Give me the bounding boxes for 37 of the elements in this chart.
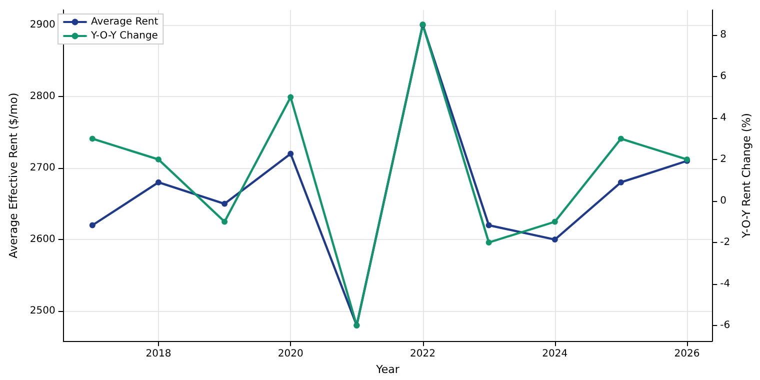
point — [89, 136, 96, 142]
legend-label: Y-O-Y Change — [90, 30, 158, 42]
point — [155, 156, 162, 162]
y-tick-label: 2900 — [30, 20, 56, 31]
y-tick-label: 2800 — [30, 91, 56, 102]
point — [222, 218, 228, 225]
point — [486, 240, 492, 246]
x-tick-label: 2022 — [410, 348, 436, 360]
y2-tick-label: 6 — [720, 70, 727, 82]
y2-tick-label: -2 — [720, 236, 730, 248]
y-axis-title: Average Effective Rent ($/mo) — [7, 92, 20, 258]
point — [89, 222, 96, 228]
y2-tick-label: 8 — [720, 29, 727, 40]
y2-tick-label: -4 — [720, 278, 730, 290]
y2-tick-label: 4 — [720, 112, 727, 124]
y2-tick-label: 2 — [720, 154, 727, 165]
y2-axis-title: Y-O-Y Rent Change (%) — [740, 113, 753, 239]
point — [618, 136, 624, 142]
point — [288, 150, 294, 157]
x-axis-title: Year — [375, 363, 400, 376]
y-tick-label: 2700 — [30, 162, 56, 174]
point — [155, 179, 162, 186]
y2-tick-label: 0 — [720, 195, 727, 206]
point — [222, 200, 228, 207]
legend-label: Average Rent — [91, 16, 158, 28]
x-tick-label: 2024 — [542, 348, 568, 360]
point — [618, 179, 624, 186]
x-tick-label: 2020 — [278, 348, 304, 360]
x-tick-label: 2026 — [674, 348, 700, 360]
point — [486, 222, 492, 228]
y-tick-label: 2600 — [30, 234, 56, 246]
point — [552, 218, 558, 225]
y2-tick-label: -6 — [720, 320, 730, 332]
y-tick-label: 2500 — [30, 306, 56, 317]
point — [552, 236, 558, 243]
point — [288, 94, 294, 100]
x-tick-label: 2018 — [146, 348, 172, 360]
